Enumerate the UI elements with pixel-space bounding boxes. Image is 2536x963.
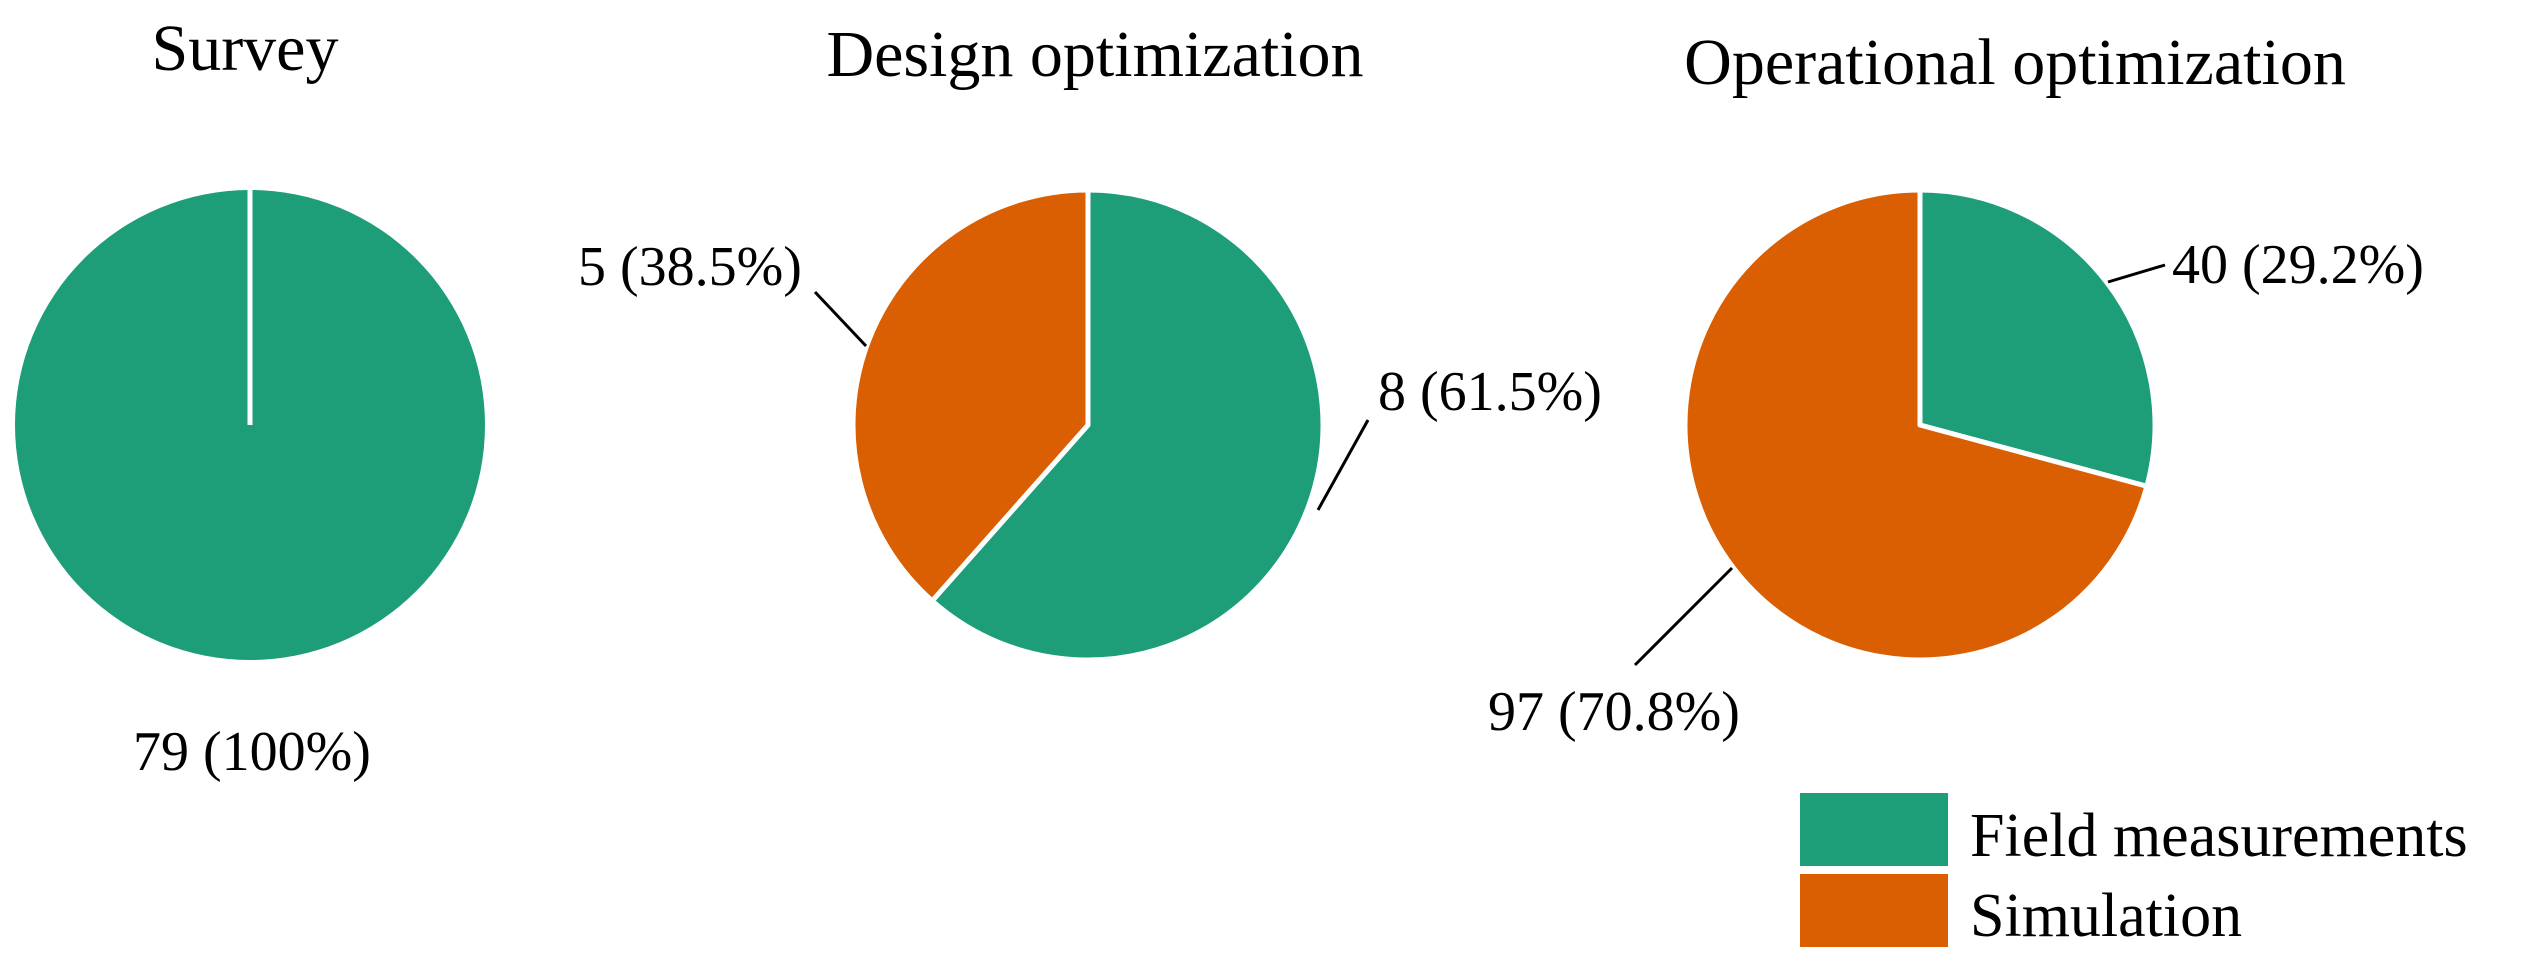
chart-title-operational-optimization: Operational optimization xyxy=(1684,26,2346,99)
legend-label-field-measurements: Field measurements xyxy=(1970,802,2468,870)
data-label-survey-field-measurements: 79 (100%) xyxy=(133,721,371,783)
legend-swatch-simulation xyxy=(1800,874,1948,947)
data-label-design-field-measurements: 8 (61.5%) xyxy=(1378,361,1602,423)
chart-title-survey: Survey xyxy=(152,12,339,85)
legend-label-simulation: Simulation xyxy=(1970,882,2242,950)
data-label-operational-simulation: 97 (70.8%) xyxy=(1488,681,1740,743)
pie-slice-operational-optimization-simulation xyxy=(1682,187,2150,663)
pie-slice-design-optimization-simulation xyxy=(850,187,1091,604)
pie-operational-optimization xyxy=(1682,187,2158,663)
legend-swatch-field-measurements xyxy=(1800,793,1948,866)
pie-slice-operational-optimization-field-measurements xyxy=(1917,187,2158,489)
legend: Field measurements Simulation xyxy=(1800,793,2468,950)
leader-line-operational-simulation xyxy=(1633,566,1734,667)
data-label-operational-field-measurements: 40 (29.2%) xyxy=(2172,234,2424,296)
leader-line-operational-field-measurements xyxy=(2107,263,2166,284)
leader-line-design-field-measurements xyxy=(1316,419,1370,511)
pie-survey xyxy=(15,190,485,660)
data-label-design-simulation: 5 (38.5%) xyxy=(578,236,802,298)
pie-slice-design-optimization-field-measurements xyxy=(929,187,1326,663)
chart-title-design-optimization: Design optimization xyxy=(826,18,1363,91)
leader-line-design-simulation xyxy=(813,290,868,348)
pie-design-optimization xyxy=(850,187,1326,663)
